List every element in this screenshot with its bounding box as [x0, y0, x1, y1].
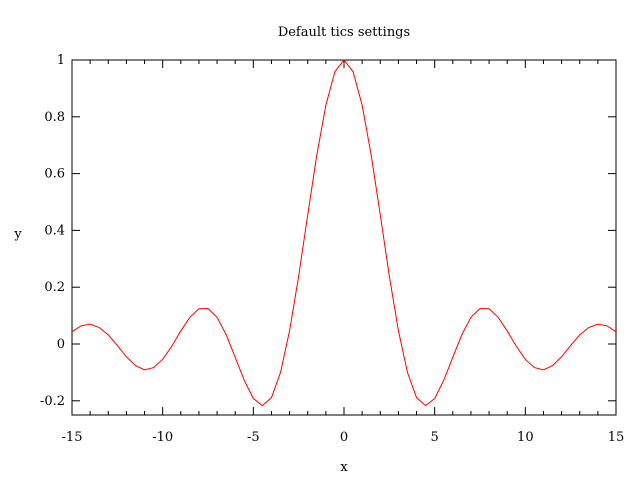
tick-labels: -15 -10 -5 0 5 10 15 -0.2 0 0.2 0.4 0.6 0.8 1 [40, 53, 624, 445]
x-tick-label: 0 [340, 430, 348, 445]
x-tick-label: -15 [62, 430, 83, 445]
chart-title: Default tics settings [278, 25, 410, 40]
x-tick-label: 10 [517, 430, 534, 445]
x-tick-label: -10 [152, 430, 173, 445]
x-tick-label: 5 [431, 430, 439, 445]
plot-frame [71, 59, 617, 416]
series-line [71, 59, 617, 407]
y-axis-label: y [13, 227, 22, 242]
y-tick-label: 0 [57, 337, 65, 352]
x-axis-label: x [340, 460, 348, 475]
x-tick-label: 15 [608, 430, 625, 445]
y-tick-label: 0.2 [44, 280, 65, 295]
y-tick-label: -0.2 [40, 394, 65, 409]
y-tick-label: 1 [57, 53, 65, 68]
ticks [71, 59, 617, 415]
y-tick-label: 0.4 [44, 223, 65, 238]
x-tick-label: -5 [247, 430, 260, 445]
y-tick-label: 0.6 [44, 167, 65, 182]
y-tick-label: 0.8 [44, 110, 65, 125]
